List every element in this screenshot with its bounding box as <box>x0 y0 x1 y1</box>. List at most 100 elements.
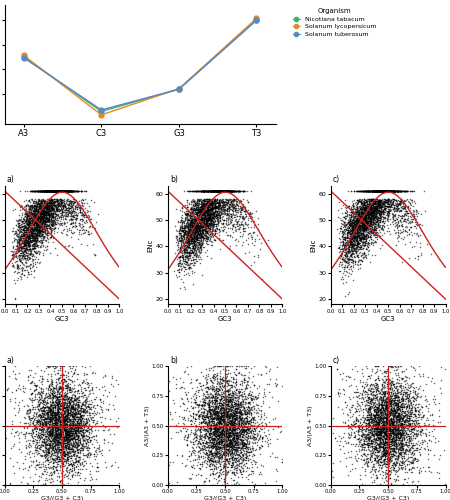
Point <box>64 187 72 195</box>
Point <box>366 214 373 222</box>
Point <box>192 218 199 226</box>
Point <box>210 187 217 195</box>
Point <box>91 450 98 458</box>
Point <box>394 228 401 236</box>
Point <box>70 412 77 420</box>
Point <box>48 202 55 209</box>
Point <box>243 442 250 450</box>
Point <box>387 456 394 464</box>
Point <box>60 187 68 195</box>
Point <box>40 414 47 422</box>
Point <box>380 393 387 401</box>
Point <box>71 428 78 436</box>
Point <box>36 426 43 434</box>
Point <box>58 432 66 440</box>
Point <box>369 460 377 468</box>
Point <box>234 460 241 468</box>
Point <box>348 216 356 224</box>
Point <box>216 406 223 413</box>
Point <box>208 230 216 238</box>
Point <box>407 404 414 411</box>
Point <box>41 430 48 438</box>
Point <box>380 195 387 203</box>
Point <box>329 430 336 438</box>
Point <box>367 446 374 454</box>
Point <box>379 420 386 428</box>
Point <box>241 440 248 448</box>
Point <box>33 462 40 469</box>
Point <box>191 226 198 234</box>
Point <box>413 392 420 400</box>
Point <box>232 458 239 466</box>
Point <box>61 454 68 462</box>
Point <box>201 232 208 239</box>
Point <box>223 187 230 195</box>
Point <box>353 434 360 442</box>
Point <box>66 430 73 438</box>
Point <box>351 226 359 234</box>
Point <box>393 392 400 400</box>
Point <box>26 196 33 204</box>
Point <box>353 203 360 211</box>
Point <box>50 187 58 195</box>
Point <box>432 422 439 430</box>
Point <box>36 405 43 413</box>
Point <box>382 396 389 404</box>
Point <box>234 187 242 195</box>
Point <box>45 199 53 207</box>
Point <box>232 220 239 228</box>
Point <box>387 429 395 437</box>
Point <box>17 216 24 224</box>
Point <box>204 230 211 237</box>
Point <box>30 436 37 444</box>
Point <box>205 200 212 208</box>
Point <box>32 216 39 224</box>
Point <box>403 407 410 415</box>
Point <box>221 432 228 440</box>
Point <box>213 187 220 195</box>
Point <box>40 196 48 204</box>
Point <box>216 432 223 440</box>
Point <box>369 187 376 195</box>
Point <box>47 232 54 239</box>
Point <box>41 198 49 206</box>
Point <box>216 406 224 414</box>
Point <box>102 372 109 380</box>
Point <box>346 226 353 234</box>
Point <box>231 187 238 195</box>
Point <box>217 396 224 404</box>
Point <box>378 206 385 214</box>
Point <box>355 238 362 246</box>
Point <box>366 413 373 421</box>
Point <box>374 195 381 203</box>
Point <box>199 208 206 216</box>
Point <box>215 187 222 195</box>
Point <box>365 187 372 195</box>
Point <box>202 450 210 458</box>
Point <box>80 444 87 452</box>
Point <box>32 211 39 219</box>
Point <box>44 187 51 195</box>
Point <box>216 390 223 398</box>
Point <box>383 375 391 383</box>
Point <box>21 430 28 438</box>
Point <box>32 218 39 226</box>
Point <box>363 203 370 211</box>
Point <box>383 410 390 418</box>
Point <box>46 187 54 195</box>
Point <box>51 442 59 450</box>
Point <box>62 421 69 429</box>
Point <box>41 187 49 195</box>
Point <box>399 420 406 428</box>
Point <box>70 206 77 214</box>
Point <box>245 390 252 398</box>
Point <box>65 242 72 250</box>
Point <box>410 187 418 195</box>
Point <box>354 204 361 212</box>
Point <box>222 201 229 209</box>
Point <box>220 477 228 485</box>
Point <box>387 368 394 376</box>
Point <box>68 208 75 216</box>
Point <box>367 214 374 222</box>
Point <box>345 423 352 431</box>
